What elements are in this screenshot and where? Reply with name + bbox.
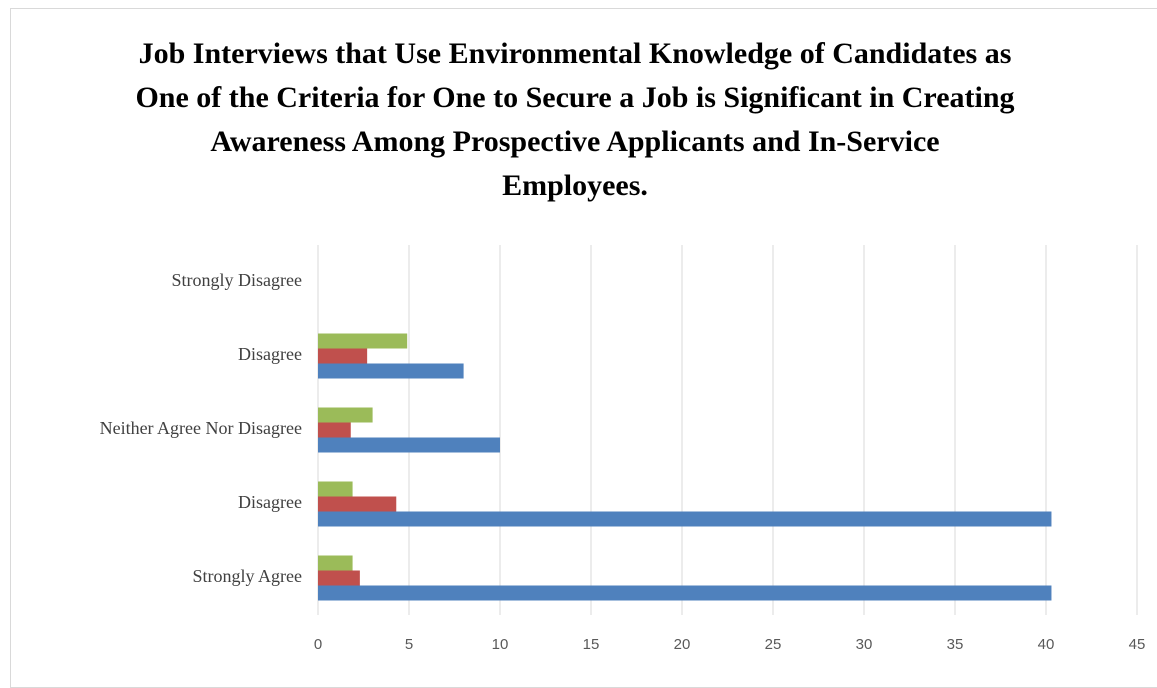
x-tick-label: 10 xyxy=(492,636,509,653)
x-tick-label: 0 xyxy=(314,636,322,653)
y-tick-label: Disagree xyxy=(238,344,302,364)
bar xyxy=(318,585,1052,601)
x-tick-label: 5 xyxy=(405,636,413,653)
bar xyxy=(318,363,464,379)
bar xyxy=(318,481,353,497)
bar xyxy=(318,407,373,423)
bar xyxy=(318,437,500,453)
bar xyxy=(318,511,1052,527)
bar xyxy=(318,496,397,512)
chart-title: Job Interviews that Use Environmental Kn… xyxy=(135,37,1015,202)
y-tick-label: Strongly Agree xyxy=(193,566,303,586)
y-tick-label: Neither Agree Nor Disagree xyxy=(100,418,302,438)
x-tick-label: 30 xyxy=(856,636,873,653)
y-tick-label: Disagree xyxy=(238,492,302,512)
x-tick-label: 40 xyxy=(1038,636,1055,653)
bar xyxy=(318,333,408,349)
x-tick-label: 15 xyxy=(583,636,600,653)
bar xyxy=(318,555,353,571)
bar xyxy=(318,570,360,586)
bar xyxy=(318,348,368,364)
x-tick-label: 45 xyxy=(1129,636,1146,653)
x-tick-label: 35 xyxy=(947,636,964,653)
y-tick-label: Strongly Disagree xyxy=(172,270,302,290)
x-tick-label: 25 xyxy=(765,636,782,653)
x-tick-label: 20 xyxy=(674,636,691,653)
bar xyxy=(318,422,351,438)
